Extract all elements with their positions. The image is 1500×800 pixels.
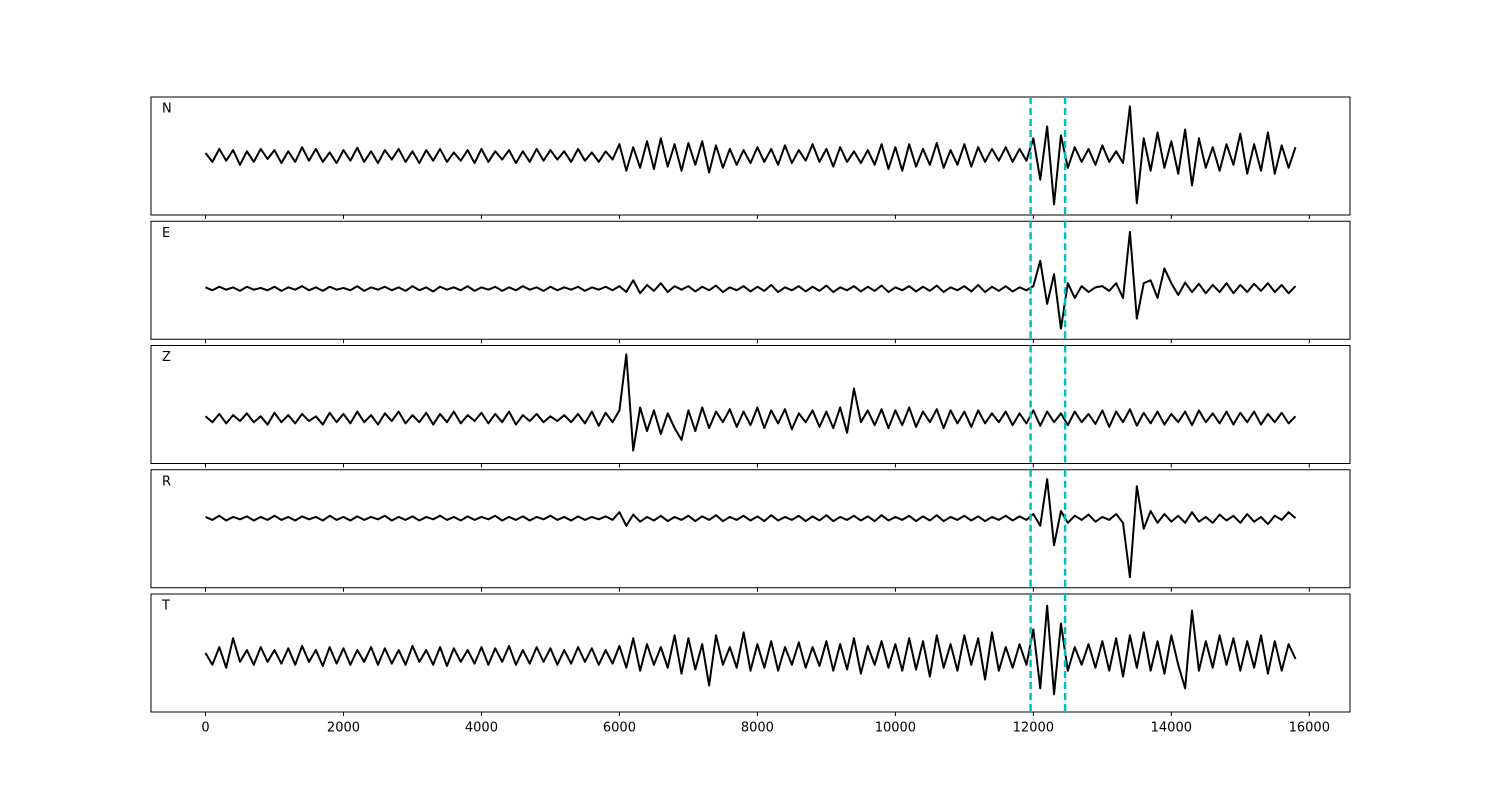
trace [205, 230, 1297, 330]
trace [204, 105, 1297, 206]
trace [204, 353, 1297, 452]
panel-frame [150, 593, 1351, 713]
x-tick-label: 8000 [741, 721, 774, 736]
x-tick-label: 10000 [875, 721, 916, 736]
panel-frame [150, 220, 1351, 340]
trace [204, 604, 1297, 696]
panel-label: T [161, 599, 170, 614]
panel-label: N [162, 102, 172, 117]
x-tick-label: 12000 [1013, 721, 1054, 736]
panel-frame [150, 96, 1351, 216]
x-tick-label: 2000 [327, 721, 360, 736]
x-tick-label: 6000 [603, 721, 636, 736]
panel-frame [150, 469, 1351, 589]
x-tick-label: 4000 [465, 721, 498, 736]
x-tick-label: 0 [201, 721, 209, 736]
trace [205, 478, 1297, 579]
x-tick-label: 16000 [1289, 721, 1330, 736]
panel-label: R [162, 474, 171, 489]
x-tick-label: 14000 [1151, 721, 1192, 736]
panel-frame [150, 345, 1351, 464]
panel-label: Z [162, 350, 171, 365]
panel-label: E [162, 226, 170, 241]
